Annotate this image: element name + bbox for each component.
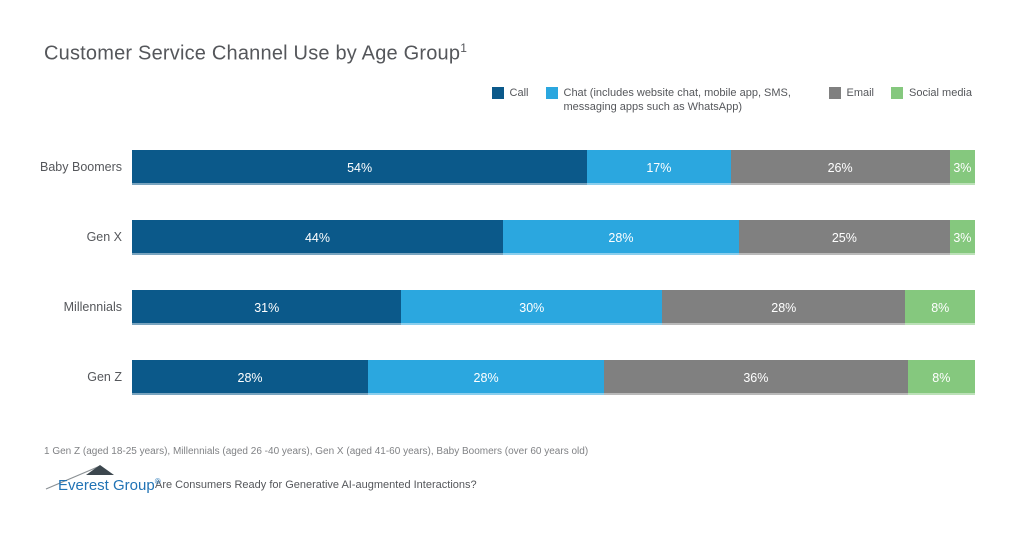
bar-segment: 28% <box>132 360 369 395</box>
legend-label: Chat (includes website chat, mobile app,… <box>563 87 791 113</box>
bar-segment: 30% <box>401 290 663 325</box>
bar-segment: 3% <box>949 150 976 185</box>
chart-row: Gen Z 28% 28% 36% 8% <box>0 360 976 395</box>
registered-mark: ® <box>154 477 161 486</box>
source-text: Are Consumers Ready for Generative AI-au… <box>155 479 477 491</box>
bar-track: 31% 30% 28% 8% <box>132 290 975 325</box>
bar-segment: 28% <box>502 220 739 255</box>
legend-label: Social media <box>909 87 972 99</box>
bar-segment: 8% <box>905 290 975 325</box>
legend-label: Call <box>509 87 529 99</box>
legend-item: Chat (includes website chat, mobile app,… <box>545 86 812 114</box>
bar-segment: 8% <box>907 360 976 395</box>
chart-row: Gen X 44% 28% 25% 3% <box>0 220 976 255</box>
row-label: Gen Z <box>87 370 122 384</box>
bar-track: 54% 17% 26% 3% <box>132 150 976 185</box>
row-label: Baby Boomers <box>40 160 122 174</box>
logo-text: Everest Group® <box>58 477 161 494</box>
legend-swatch <box>491 87 504 99</box>
bar-segment: 28% <box>662 290 906 325</box>
legend-item: Call <box>491 86 529 100</box>
footnote: 1 Gen Z (aged 18-25 years), Millennials … <box>44 446 589 457</box>
bar-segment: 3% <box>949 220 976 255</box>
legend: Call Chat (includes website chat, mobile … <box>491 86 972 114</box>
bar-segment: 54% <box>132 150 588 185</box>
legend-swatch <box>891 87 904 99</box>
bar-track: 44% 28% 25% 3% <box>132 220 976 255</box>
bar-segment: 17% <box>587 150 731 185</box>
legend-label: Email <box>846 87 875 99</box>
bar-segment: 25% <box>738 220 950 255</box>
everest-group-logo: Everest Group® <box>44 463 161 495</box>
bar-track: 28% 28% 36% 8% <box>132 360 976 395</box>
chart-title-text: Customer Service Channel Use by Age Grou… <box>44 42 461 65</box>
logo-text-label: Everest Group <box>58 477 155 494</box>
row-label: Millennials <box>63 300 122 314</box>
bar-segment: 36% <box>604 360 908 395</box>
legend-item: Social media <box>891 86 972 100</box>
bar-segment: 26% <box>730 150 950 185</box>
chart-title: Customer Service Channel Use by Age Grou… <box>44 41 467 66</box>
bar-chart: Baby Boomers 54% 17% 26% 3% Gen X 44% 28% 25% 3% M… <box>0 150 976 395</box>
footer: Everest Group® Are Consumers Ready for G… <box>44 463 477 495</box>
chart-row: Millennials 31% 30% 28% 8% <box>0 290 975 325</box>
legend-swatch <box>545 87 558 99</box>
chart-title-superscript: 1 <box>460 41 468 55</box>
chart-row: Baby Boomers 54% 17% 26% 3% <box>0 150 976 185</box>
legend-item: Email <box>828 86 875 100</box>
legend-swatch <box>828 87 841 99</box>
bar-segment: 28% <box>368 360 605 395</box>
bar-segment: 31% <box>132 290 402 325</box>
bar-segment: 44% <box>132 220 503 255</box>
row-label: Gen X <box>86 230 122 244</box>
mountain-icon <box>45 465 114 490</box>
